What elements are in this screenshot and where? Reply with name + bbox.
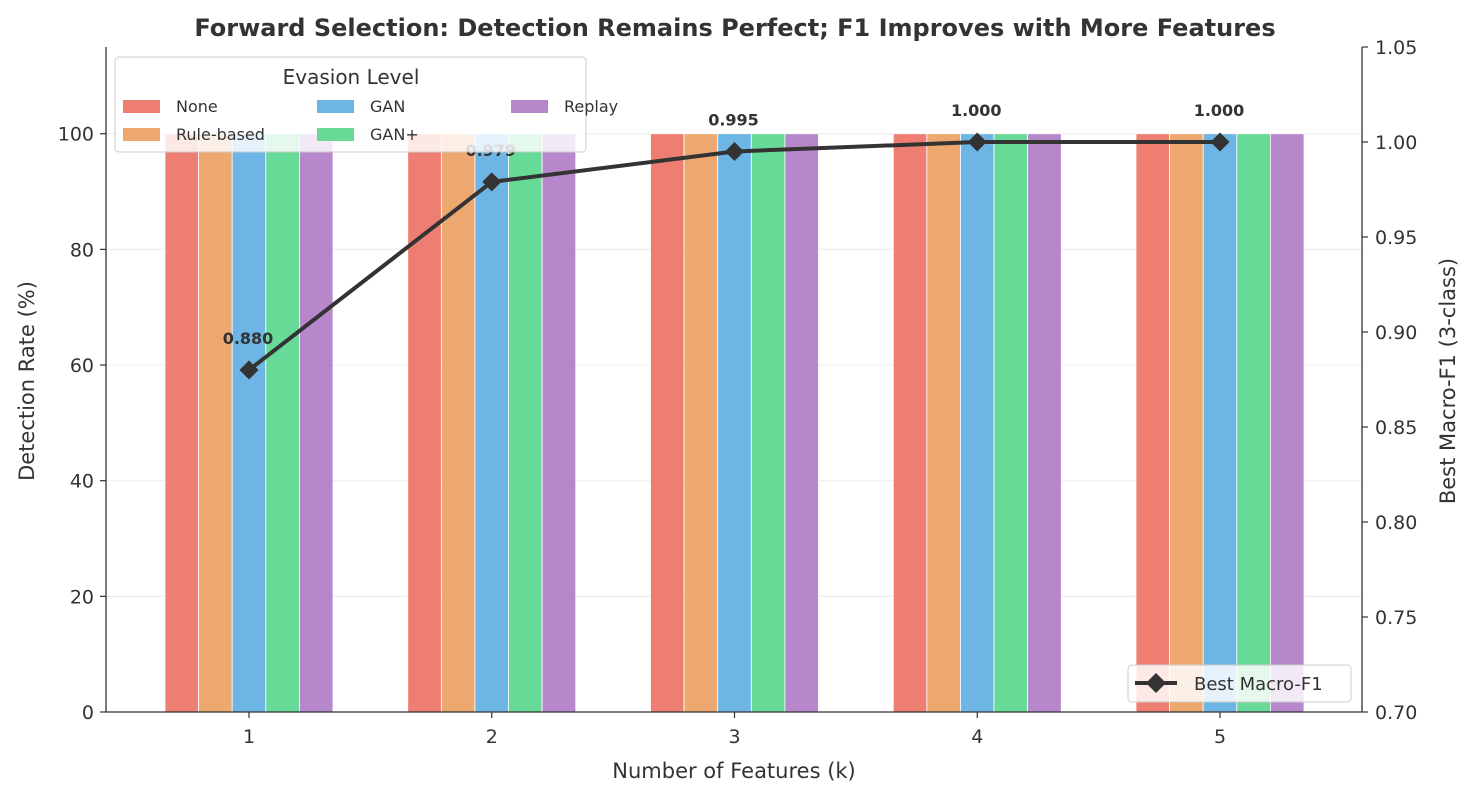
y2-tick-label: 0.80	[1375, 512, 1417, 534]
f1-data-label: 1.000	[1194, 101, 1245, 120]
line-legend: Best Macro-F1	[1127, 664, 1352, 703]
bar-none	[650, 133, 685, 713]
y2-axis-label: Best Macro-F1 (3-class)	[1436, 258, 1460, 504]
bar-series	[164, 133, 1305, 713]
line-legend-marker	[1146, 673, 1166, 693]
bar-replay	[541, 133, 577, 713]
y2-tick-label: 0.90	[1375, 322, 1417, 344]
line-legend-frame	[1127, 664, 1352, 703]
legend-label: GAN+	[370, 125, 419, 144]
legend-swatch	[123, 100, 160, 113]
bar-gan-	[993, 133, 1029, 713]
legend-label: Rule-based	[176, 125, 265, 144]
f1-data-label: 1.000	[951, 101, 1002, 120]
bar-none	[407, 133, 442, 713]
y2-tick-label: 0.75	[1375, 607, 1417, 629]
f1-point	[967, 132, 987, 152]
f1-data-label: 0.995	[708, 111, 759, 130]
bar-rule-based	[683, 133, 719, 713]
y-tick-label: 20	[70, 586, 94, 608]
y-tick-label: 80	[70, 239, 94, 261]
bar-replay	[1270, 133, 1305, 713]
y-tick-label: 100	[58, 124, 94, 146]
x-tick-label: 2	[486, 726, 498, 748]
bar-rule-based	[926, 133, 961, 713]
y2-tick-label: 1.05	[1375, 37, 1417, 59]
bar-rule-based	[1169, 133, 1204, 713]
x-tick-label: 1	[243, 726, 255, 748]
bar-gan-	[750, 133, 786, 713]
bar-gan-	[1236, 133, 1271, 713]
bar-none	[164, 133, 199, 713]
bar-gan-	[508, 133, 543, 713]
bar-gan	[717, 133, 752, 713]
bar-gan	[474, 133, 509, 713]
legend-label: None	[176, 97, 218, 116]
legend-swatch	[317, 128, 354, 141]
x-tick-label: 3	[728, 726, 740, 748]
f1-data-label: 0.880	[223, 329, 274, 348]
axes	[100, 46, 1368, 718]
bar-none	[1135, 133, 1170, 713]
bar-none	[892, 133, 928, 713]
line-legend-label: Best Macro-F1	[1194, 674, 1323, 695]
bar-gan-	[265, 133, 300, 713]
bar-rule-based	[440, 133, 476, 713]
y-tick-label: 0	[82, 702, 94, 724]
y2-tick-label: 0.70	[1375, 702, 1417, 724]
x-axis-label: Number of Features (k)	[612, 759, 855, 783]
y-axis-label: Detection Rate (%)	[15, 281, 39, 481]
legend-title: Evasion Level	[283, 65, 420, 89]
bar-rule-based	[198, 133, 233, 713]
f1-point	[1210, 132, 1230, 152]
tick-labels: 0 20 40 60 80 100 0.70 0.75 0.80 0.85 0.90 0.95 1.00…	[58, 37, 1418, 748]
bar-replay	[1027, 133, 1062, 713]
bar-gan	[960, 133, 995, 713]
y2-tick-label: 0.85	[1375, 417, 1417, 439]
bar-replay	[784, 133, 819, 713]
legend-swatch	[317, 100, 354, 113]
f1-line-series	[239, 132, 1230, 380]
f1-point	[725, 142, 744, 161]
chart-title: Forward Selection: Detection Remains Per…	[194, 14, 1275, 42]
y-tick-label: 40	[70, 471, 94, 493]
y2-tick-label: 0.95	[1375, 227, 1417, 249]
f1-point	[482, 172, 502, 192]
y-tick-label: 60	[70, 355, 94, 377]
bar-gan	[1202, 133, 1238, 713]
x-tick-label: 4	[971, 726, 983, 748]
bar-replay	[298, 133, 334, 713]
legend-swatch	[511, 100, 548, 113]
legend: Evasion Level None Rule-based GAN GAN+ Repla…	[114, 56, 618, 153]
y2-tick-label: 1.00	[1375, 132, 1417, 154]
x-tick-label: 5	[1214, 726, 1226, 748]
legend-label: GAN	[370, 97, 405, 116]
legend-label: Replay	[564, 97, 618, 116]
legend-swatch	[123, 128, 160, 141]
bar-gan	[231, 133, 267, 713]
f1-point	[239, 360, 259, 380]
